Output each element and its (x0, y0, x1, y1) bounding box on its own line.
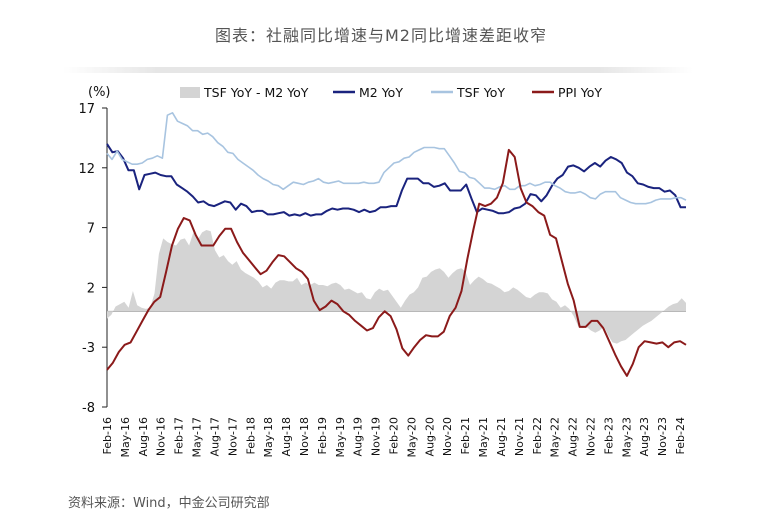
area-layer (107, 230, 686, 344)
series-line-m2-yoy (106, 143, 686, 217)
x-tick-label: Feb-22 (531, 417, 544, 454)
x-tick-label: Nov-22 (584, 417, 597, 456)
series-line-tsf-yoy (106, 112, 687, 205)
legend-label: M2 YoY (359, 85, 403, 100)
x-tick-label: May-23 (620, 417, 633, 458)
axis-layer: (%) 17 12 7 2 -3 -8 Feb-16 May-16 Aug-16 Nov-16 Feb… (78, 85, 687, 458)
x-tick-label: Feb-21 (459, 417, 472, 454)
x-tick-label: Aug-19 (352, 417, 365, 456)
x-tick-label: Nov-16 (155, 417, 168, 456)
x-tick-label: Nov-23 (656, 417, 669, 456)
x-tick-label: Feb-20 (388, 417, 401, 454)
x-tick-label: Nov-20 (441, 417, 454, 456)
y-unit-label: (%) (88, 85, 111, 100)
x-tick-label: Aug-16 (137, 417, 150, 456)
series-area-tsf-m2-gap (107, 230, 686, 344)
x-tick-label: Feb-16 (101, 417, 114, 454)
y-tick-label: 7 (87, 222, 95, 237)
x-tick-label: Aug-17 (208, 417, 221, 456)
x-tick-label: May-21 (477, 417, 490, 458)
legend: TSF YoY - M2 YoY M2 YoY TSF YoY PPI YoY (180, 85, 602, 100)
title-divider (63, 67, 693, 73)
x-tick-label: Nov-19 (370, 417, 383, 456)
x-tick-label: May-22 (549, 417, 562, 458)
y-tick-label: 2 (87, 281, 95, 296)
x-tick-label: May-18 (262, 417, 275, 458)
y-tick-label: 12 (78, 162, 95, 177)
x-tick-label: Aug-23 (638, 417, 651, 456)
x-tick-label: Feb-17 (173, 417, 186, 454)
x-tick-label: May-17 (191, 417, 204, 458)
legend-label: PPI YoY (558, 85, 602, 100)
x-tick-label: Feb-18 (244, 417, 257, 454)
legend-label: TSF YoY (456, 85, 505, 100)
x-tick-label: Feb-24 (674, 417, 687, 454)
legend-label: TSF YoY - M2 YoY (203, 85, 309, 100)
y-tick-label: -8 (82, 401, 95, 416)
x-tick-label: Feb-19 (316, 417, 329, 454)
x-tick-label: Aug-21 (495, 417, 508, 456)
x-tick-label: May-20 (405, 417, 418, 458)
x-tick-label: May-19 (334, 417, 347, 458)
x-tick-label: Nov-17 (226, 417, 239, 456)
x-tick-label: May-16 (119, 417, 132, 458)
line-layer (106, 112, 687, 377)
x-tick-label: Feb-23 (602, 417, 615, 454)
chart-title: 图表：社融同比增速与M2同比增速差距收窄 (215, 26, 547, 45)
source-note: 资料来源：Wind，中金公司研究部 (68, 496, 270, 511)
x-tick-label: Aug-20 (423, 417, 436, 456)
series-line-ppi-yoy (106, 148, 687, 377)
x-tick-label: Nov-21 (513, 417, 526, 456)
x-tick-label: Aug-22 (567, 417, 580, 456)
x-tick-label: Nov-18 (298, 417, 311, 456)
x-tick-label: Aug-18 (280, 417, 293, 456)
y-tick-label: -3 (82, 341, 95, 356)
legend-swatch-area (180, 87, 200, 98)
y-tick-label: 17 (78, 102, 95, 117)
